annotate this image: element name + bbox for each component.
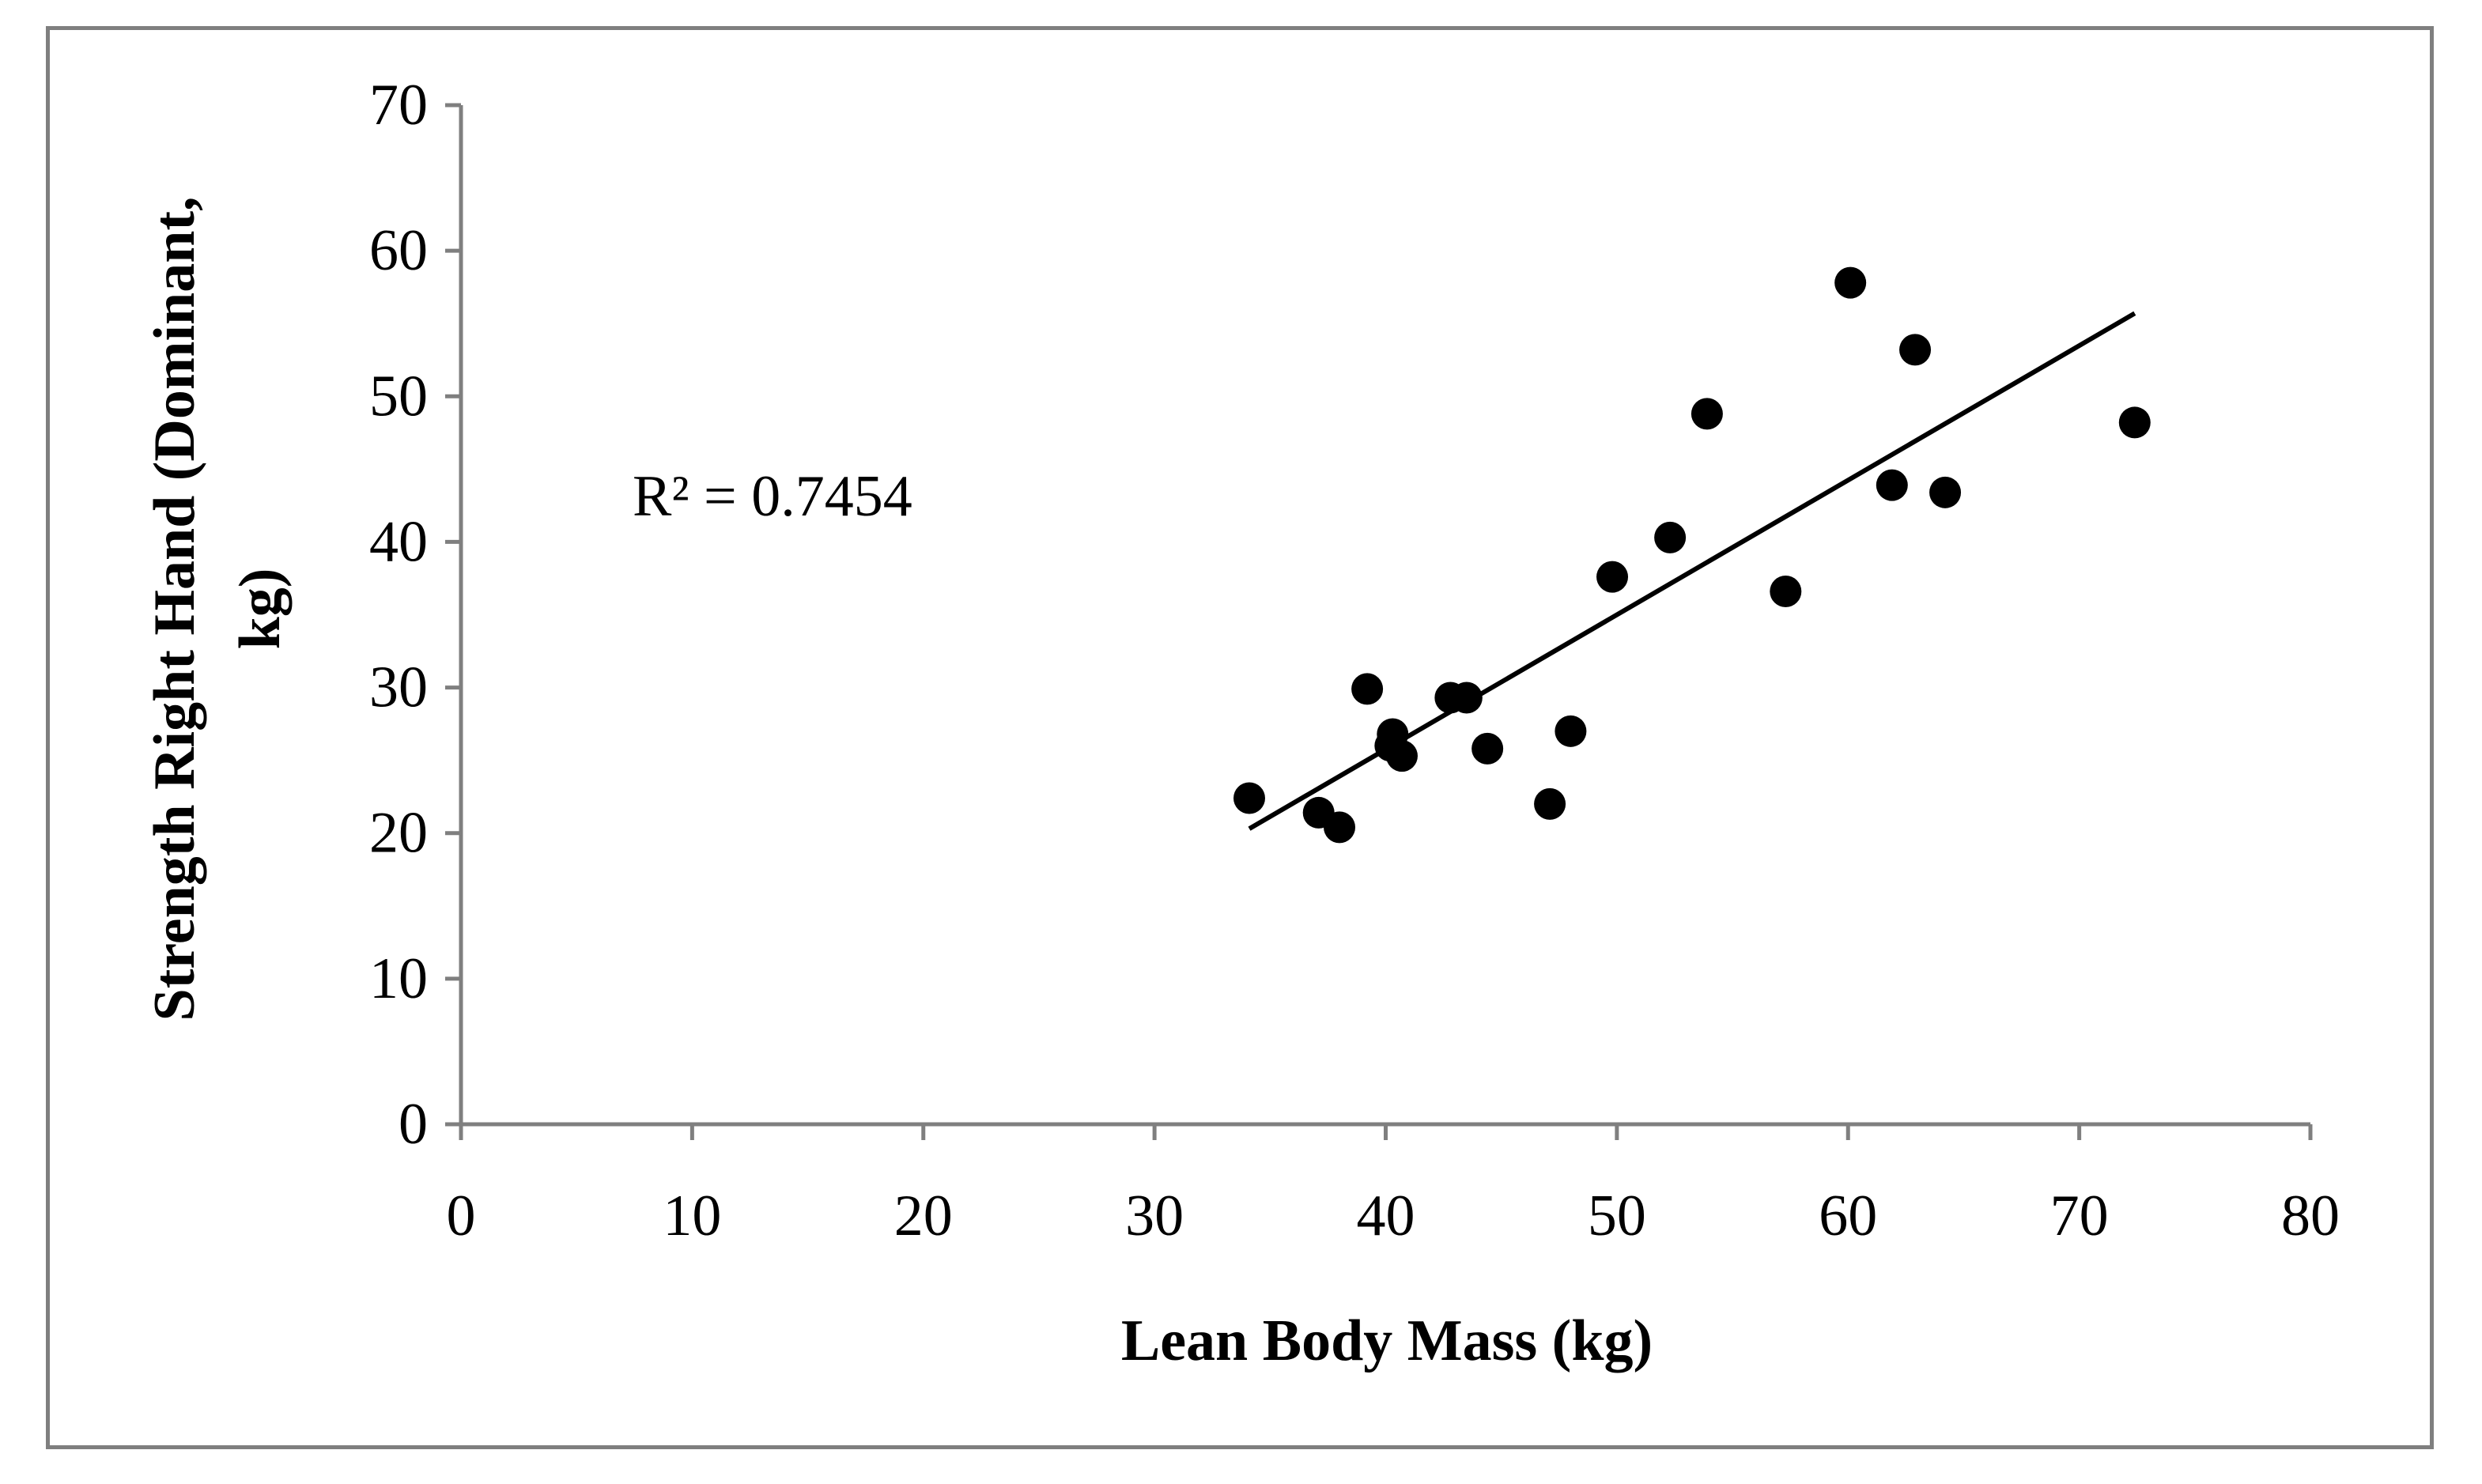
y-tick-label: 60 (369, 218, 428, 283)
data-point (1654, 521, 1687, 553)
data-point (1471, 732, 1504, 765)
data-point (1929, 476, 1962, 508)
x-tick-label: 70 (2050, 1184, 2109, 1248)
x-tick-label: 0 (447, 1184, 476, 1248)
data-point (1385, 740, 1418, 772)
y-tick-label: 40 (369, 509, 428, 574)
x-tick-label: 10 (663, 1184, 721, 1248)
data-point (1450, 682, 1483, 714)
y-tick-label: 50 (369, 364, 428, 429)
x-tick-label: 40 (1357, 1184, 1415, 1248)
axes: 0 10 20 30 40 50 60 70 0 10 20 30 40 50 60 70 80 (369, 73, 2340, 1248)
data-points (1233, 266, 2151, 844)
data-point (1691, 398, 1723, 430)
y-axis-title: Strength Right Hand (Dominant, kg) (142, 196, 293, 1021)
data-point (2118, 406, 2151, 439)
data-point (1834, 266, 1867, 299)
data-point (1555, 715, 1587, 747)
data-point (1351, 673, 1384, 705)
x-axis-title: Lean Body Mass (kg) (1121, 1308, 1653, 1373)
x-tick-label: 80 (2281, 1184, 2340, 1248)
x-tick-label: 20 (894, 1184, 953, 1248)
y-tick-label: 20 (369, 801, 428, 866)
y-axis-title-line-1: Strength Right Hand (Dominant, (142, 196, 207, 1021)
chart-frame (46, 26, 2434, 1449)
y-axis-title-line-2: kg) (228, 568, 293, 650)
data-point (1596, 561, 1629, 593)
r-squared-annotation: R² = 0.7454 (633, 464, 912, 529)
y-tick-label: 30 (369, 655, 428, 720)
data-point (1876, 469, 1908, 501)
x-tick-label: 30 (1125, 1184, 1184, 1248)
x-tick-label: 50 (1588, 1184, 1646, 1248)
data-point (1770, 576, 1802, 608)
data-point (1233, 782, 1265, 814)
data-point (1324, 811, 1356, 844)
y-tick-label: 70 (369, 73, 428, 138)
x-tick-label: 60 (1819, 1184, 1877, 1248)
data-point (1534, 787, 1566, 820)
y-tick-label: 0 (399, 1092, 428, 1157)
data-point (1899, 334, 1932, 366)
y-tick-label: 10 (369, 946, 428, 1011)
